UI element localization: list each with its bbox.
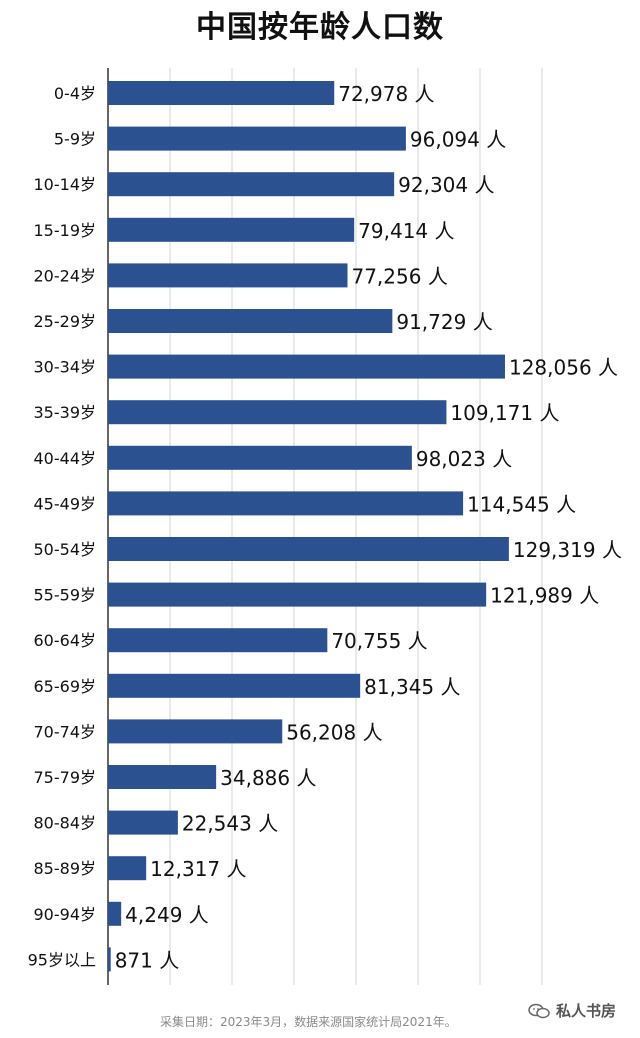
value-label: 98,023 人 bbox=[416, 447, 512, 471]
category-label: 60-64岁 bbox=[34, 631, 97, 650]
category-label: 85-89岁 bbox=[34, 859, 97, 878]
bar bbox=[108, 126, 406, 151]
category-label: 5-9岁 bbox=[54, 130, 96, 149]
value-label: 22,543 人 bbox=[182, 812, 278, 836]
value-label: 56,208 人 bbox=[286, 720, 382, 744]
value-label: 70,755 人 bbox=[331, 629, 427, 653]
bar bbox=[108, 673, 361, 698]
value-label: 96,094 人 bbox=[410, 128, 506, 152]
bar bbox=[108, 263, 348, 288]
value-label: 871 人 bbox=[115, 948, 180, 972]
value-label: 128,056 人 bbox=[509, 356, 618, 380]
value-label: 114,545 人 bbox=[467, 492, 576, 516]
gridlines bbox=[107, 68, 543, 985]
bar bbox=[108, 810, 178, 835]
bar bbox=[108, 400, 447, 425]
value-label: 72,978 人 bbox=[338, 82, 434, 106]
category-label: 65-69岁 bbox=[34, 677, 97, 696]
value-label: 91,729 人 bbox=[396, 310, 492, 334]
category-label: 40-44岁 bbox=[34, 449, 97, 468]
bar bbox=[108, 309, 393, 333]
bar bbox=[108, 537, 509, 561]
value-label: 129,319 人 bbox=[513, 538, 622, 562]
bar bbox=[108, 81, 335, 105]
value-label: 92,304 人 bbox=[398, 173, 494, 197]
category-label: 80-84岁 bbox=[34, 814, 97, 833]
chart-title: 中国按年龄人口数 bbox=[196, 10, 444, 45]
category-label: 70-74岁 bbox=[34, 722, 97, 741]
category-label: 0-4岁 bbox=[54, 84, 96, 103]
watermark: 私人书房 bbox=[528, 1000, 616, 1021]
value-label: 77,256 人 bbox=[351, 264, 447, 288]
bar bbox=[108, 901, 122, 926]
category-label: 10-14岁 bbox=[34, 175, 97, 194]
bar bbox=[108, 765, 217, 789]
bar bbox=[108, 172, 395, 197]
watermark-text: 私人书房 bbox=[556, 1002, 617, 1020]
value-label: 79,414 人 bbox=[358, 219, 454, 243]
bar bbox=[108, 217, 355, 242]
source-note: 采集日期：2023年3月，数据来源国家统计局2021年。 bbox=[160, 1015, 457, 1029]
wechat-icon bbox=[528, 1003, 550, 1018]
category-label: 55-59岁 bbox=[34, 586, 97, 605]
bar bbox=[108, 445, 412, 470]
value-label: 109,171 人 bbox=[450, 401, 559, 425]
category-label: 45-49岁 bbox=[34, 494, 97, 513]
bar bbox=[108, 628, 328, 653]
bar bbox=[108, 856, 147, 881]
category-label: 90-94岁 bbox=[34, 905, 97, 924]
category-label: 35-39岁 bbox=[34, 403, 97, 422]
category-label: 25-29岁 bbox=[34, 312, 97, 331]
value-label: 81,345 人 bbox=[364, 675, 460, 699]
category-label: 30-34岁 bbox=[34, 358, 97, 377]
category-label: 75-79岁 bbox=[34, 768, 97, 787]
value-label: 4,249 人 bbox=[125, 903, 209, 927]
category-label: 95岁以上 bbox=[28, 950, 96, 969]
bar-chart: 0-4岁 72,978 人 5-9岁 96,094 人 10-14岁 92,304 人 15… bbox=[28, 68, 622, 985]
category-label: 15-19岁 bbox=[34, 221, 97, 240]
value-label: 34,886 人 bbox=[220, 766, 316, 790]
value-label: 121,989 人 bbox=[490, 584, 599, 608]
category-label: 20-24岁 bbox=[34, 266, 97, 285]
value-label: 12,317 人 bbox=[150, 857, 246, 881]
bar bbox=[108, 947, 111, 972]
bar bbox=[108, 491, 464, 516]
category-label: 50-54岁 bbox=[34, 540, 97, 559]
bars bbox=[108, 81, 509, 972]
bar bbox=[108, 582, 487, 607]
labels: 0-4岁 72,978 人 5-9岁 96,094 人 10-14岁 92,304 人 15… bbox=[28, 82, 622, 972]
bar bbox=[108, 719, 283, 744]
bar bbox=[108, 354, 505, 379]
